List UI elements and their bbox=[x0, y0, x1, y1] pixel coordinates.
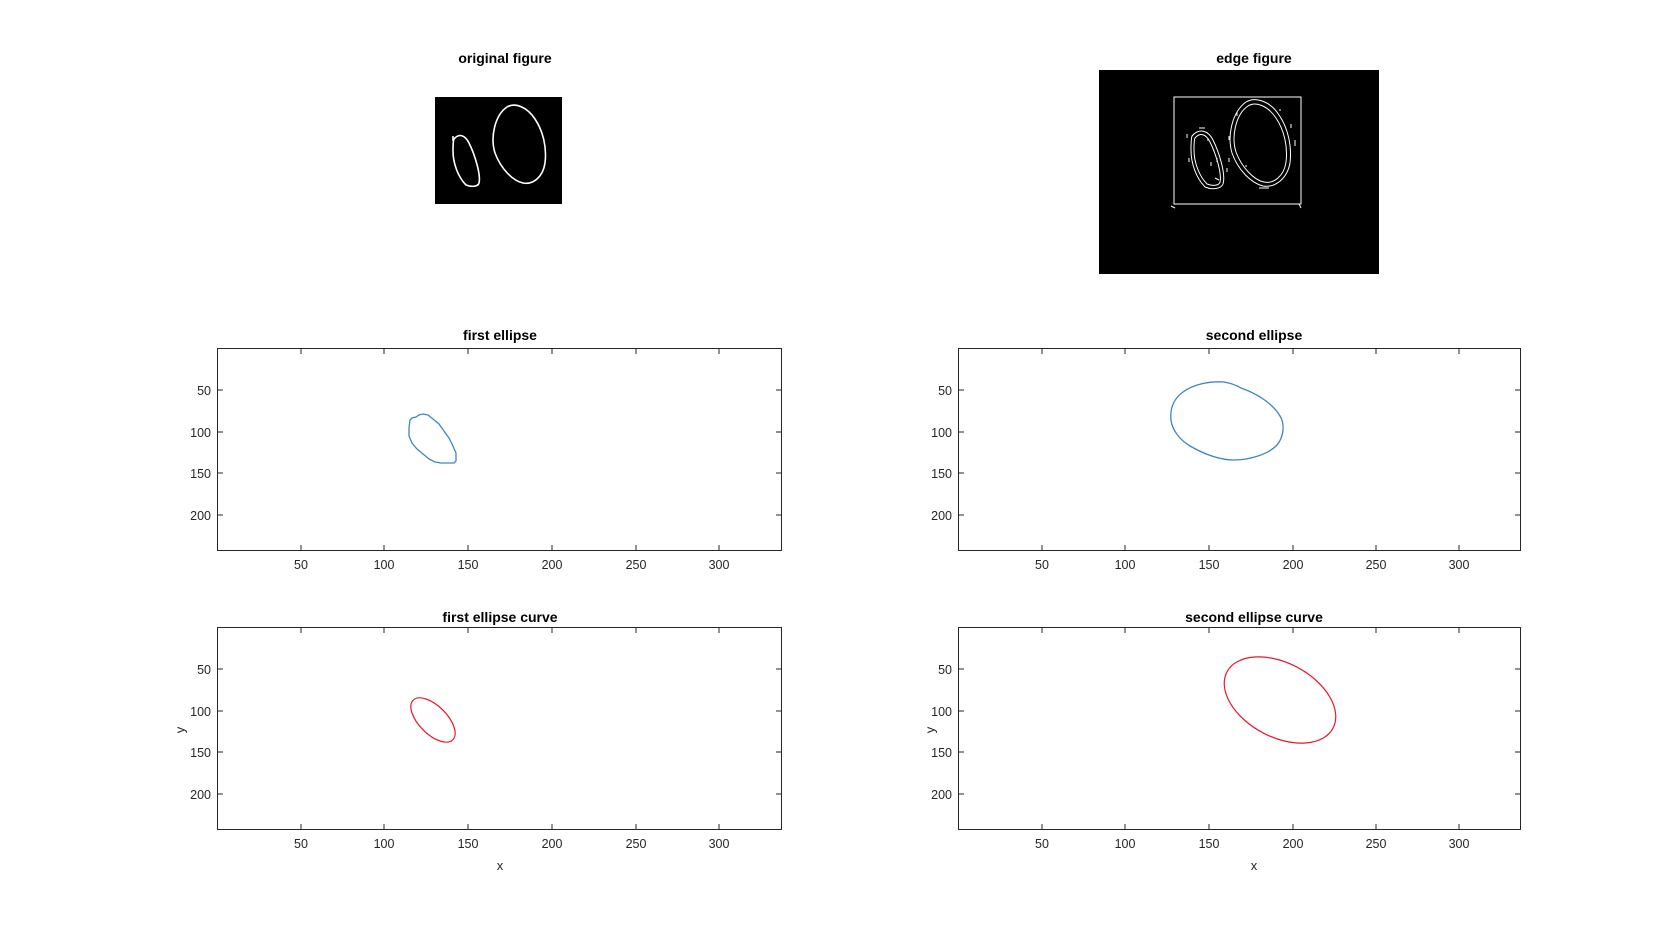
x-tick-label: 250 bbox=[625, 837, 647, 851]
x-tick-label: 150 bbox=[1198, 837, 1220, 851]
y-tick-label: 100 bbox=[190, 705, 211, 719]
y-tick-label: 200 bbox=[190, 509, 211, 523]
edge-figure-title: edge figure bbox=[1216, 50, 1292, 66]
y-tick-label: 100 bbox=[190, 426, 211, 440]
first-ellipse-plot bbox=[218, 349, 781, 550]
y-tick-label: 200 bbox=[931, 788, 952, 802]
first-ellipse-curve-plot bbox=[218, 628, 781, 829]
second-ellipse-title: second ellipse bbox=[1205, 327, 1303, 343]
y-tick-label: 200 bbox=[931, 509, 952, 523]
first-ellipse-curve-axes bbox=[217, 627, 782, 830]
x-tick-label: 200 bbox=[541, 558, 563, 572]
second-curve-y-axis-label: y bbox=[922, 726, 938, 734]
original-figure-title: original figure bbox=[458, 50, 552, 66]
second-ellipse-axes bbox=[958, 348, 1521, 551]
first-curve-x-axis-label: x bbox=[496, 858, 504, 873]
y-tick-label: 100 bbox=[931, 426, 952, 440]
y-tick-label: 50 bbox=[197, 663, 211, 677]
y-tick-label: 150 bbox=[931, 746, 952, 760]
second-ellipse-curve-plot bbox=[959, 628, 1520, 829]
x-tick-label: 100 bbox=[1114, 558, 1136, 572]
x-tick-label: 50 bbox=[1035, 837, 1049, 851]
x-tick-label: 250 bbox=[625, 558, 647, 572]
y-tick-label: 200 bbox=[190, 788, 211, 802]
y-tick-label: 100 bbox=[931, 705, 952, 719]
x-tick-label: 50 bbox=[1035, 558, 1049, 572]
x-tick-label: 100 bbox=[373, 558, 395, 572]
y-tick-label: 50 bbox=[938, 384, 952, 398]
y-tick-label: 150 bbox=[190, 467, 211, 481]
first-curve-y-axis-label: y bbox=[172, 726, 188, 734]
x-tick-label: 100 bbox=[1114, 837, 1136, 851]
edge-figure-image bbox=[1099, 70, 1379, 274]
x-tick-label: 50 bbox=[294, 837, 308, 851]
x-tick-label: 300 bbox=[708, 558, 730, 572]
x-tick-label: 100 bbox=[373, 837, 395, 851]
x-tick-label: 200 bbox=[541, 837, 563, 851]
first-ellipse-axes bbox=[217, 348, 782, 551]
original-figure-image bbox=[435, 97, 562, 204]
first-ellipse-curve-title: first ellipse curve bbox=[442, 609, 558, 625]
x-tick-label: 150 bbox=[457, 558, 479, 572]
x-tick-label: 300 bbox=[1448, 837, 1470, 851]
x-tick-label: 200 bbox=[1282, 558, 1304, 572]
second-ellipse-plot bbox=[959, 349, 1520, 550]
x-tick-label: 150 bbox=[457, 837, 479, 851]
x-tick-label: 250 bbox=[1365, 558, 1387, 572]
y-tick-label: 150 bbox=[931, 467, 952, 481]
y-tick-label: 150 bbox=[190, 746, 211, 760]
edge-ellipses-graphic bbox=[1170, 96, 1302, 209]
x-tick-label: 300 bbox=[708, 837, 730, 851]
x-tick-label: 200 bbox=[1282, 837, 1304, 851]
x-tick-label: 50 bbox=[294, 558, 308, 572]
x-tick-label: 150 bbox=[1198, 558, 1220, 572]
y-tick-label: 50 bbox=[197, 384, 211, 398]
y-tick-label: 50 bbox=[938, 663, 952, 677]
second-curve-x-axis-label: x bbox=[1250, 858, 1258, 873]
original-ellipses-graphic bbox=[452, 104, 547, 188]
x-tick-label: 300 bbox=[1448, 558, 1470, 572]
second-ellipse-curve-title: second ellipse curve bbox=[1185, 609, 1323, 625]
first-ellipse-title: first ellipse bbox=[463, 327, 537, 343]
x-tick-label: 250 bbox=[1365, 837, 1387, 851]
second-ellipse-curve-axes bbox=[958, 627, 1521, 830]
